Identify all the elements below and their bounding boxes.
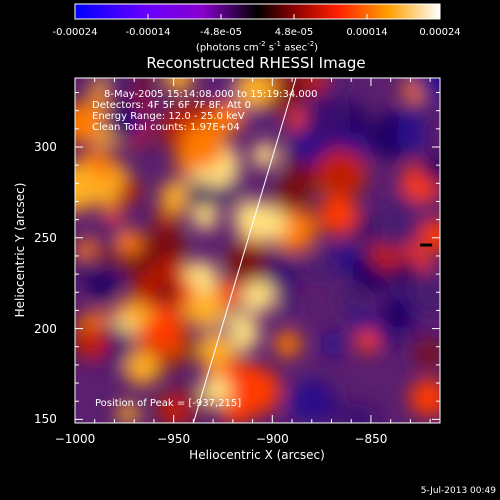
heatmap-blob (116, 229, 142, 256)
annotation-peak-position: Position of Peak = [-937,215] (95, 398, 242, 409)
x-tick-label: −950 (157, 432, 191, 446)
heatmap-blob (419, 218, 440, 252)
heatmap-blob (408, 269, 440, 317)
heatmap-blob (356, 330, 379, 353)
heatmap-blob (146, 225, 185, 264)
heatmap-blob (413, 339, 440, 368)
heatmap-blob (235, 78, 276, 108)
heatmap-blob (303, 94, 351, 142)
heatmap-blob (123, 114, 144, 135)
x-tick-label: −900 (255, 432, 289, 446)
y-tick-label: 150 (34, 412, 57, 427)
x-tick-label: −1000 (54, 432, 96, 446)
heatmap-blob (117, 180, 141, 203)
colorbar-tick-label: -0.00024 (52, 27, 98, 38)
heatmap-blob (211, 101, 244, 134)
heatmap-blob (240, 278, 276, 314)
y-axis-ticks (75, 92, 440, 420)
x-axis-label: Heliocentric X (arcsec) (189, 448, 325, 462)
heatmap-blob (200, 374, 232, 407)
footer-date: 5-Jul-2013 00:49 (420, 486, 496, 496)
heatmap-blob (75, 324, 110, 361)
heatmap-blob (87, 270, 120, 302)
heatmap-blob (372, 203, 419, 250)
heatmap-blob (306, 250, 338, 281)
heatmap-blob (75, 163, 100, 211)
heatmap-blob (409, 378, 440, 417)
heatmap-blob (155, 278, 182, 305)
colorbar-tick-label: 0.00014 (346, 27, 388, 38)
heatmap-blob (413, 78, 440, 95)
colorbar-tick-label: 4.8e-05 (274, 27, 314, 38)
colorbar-tick-label: -4.8e-05 (200, 27, 242, 38)
heatmap-blob (252, 141, 279, 169)
y-axis-label: Heliocentric Y (arcsec) (13, 182, 27, 318)
colorbar-ticks (74, 14, 441, 19)
plot-frame (74, 77, 441, 424)
heatmap-blob (75, 102, 101, 144)
colorbar-tick-label: -0.00014 (125, 27, 171, 38)
heatmap-blob (103, 78, 137, 100)
heatmap-blob (164, 78, 194, 93)
heatmap-blob (227, 360, 259, 393)
colorbar-tick-label: 0.00024 (419, 27, 461, 38)
x-axis-ticks (74, 78, 431, 423)
solar-limb-line (192, 77, 297, 424)
heatmap-image (75, 78, 440, 423)
heatmap-blob (75, 239, 96, 260)
heatmap-blob (274, 180, 307, 214)
heatmap-blob (180, 122, 226, 169)
annotation-detectors: Detectors: 4F 5F 6F 7F 8F, Att 0 (92, 100, 252, 111)
heatmap-blob (315, 148, 364, 197)
heatmap-blob (318, 194, 359, 235)
heatmap-blob (286, 107, 310, 131)
annotation-clean-counts: Clean Total counts: 1.97E+04 (92, 122, 240, 133)
heatmap-blob (226, 242, 268, 284)
heatmap-blob (351, 310, 376, 335)
heatmap-blob (321, 332, 346, 357)
heatmap-blob (420, 155, 440, 184)
heatmap-blob (274, 330, 301, 358)
y-tick-label: 300 (34, 140, 57, 154)
x-tick-label: −850 (354, 432, 388, 446)
chart-title: Reconstructed RHESSI Image (146, 54, 366, 72)
heatmap-blob (279, 296, 300, 317)
y-tick-label: 250 (34, 230, 57, 245)
colorbar-units: (photons cm-2 s-1 asec-2) (195, 40, 319, 54)
annotation-time-range: 8-May-2005 15:14:08.000 to 15:19:34.000 (104, 89, 318, 100)
heatmap-blob (157, 392, 191, 423)
heatmap-blob (117, 402, 140, 423)
y-tick-label: 200 (34, 321, 57, 336)
heatmap-blob (280, 78, 308, 102)
heatmap-blob (216, 280, 242, 306)
heatmap-blob (398, 107, 421, 130)
colorbar (74, 3, 441, 20)
heatmap-blob (288, 380, 332, 423)
annotation-energy-range: Energy Range: 12.0 - 25.0 keV (92, 111, 245, 122)
heatmap-blob (192, 204, 219, 231)
heatmap-blob (382, 297, 413, 328)
heatmap-blob (124, 350, 160, 386)
heatmap-blob (395, 120, 427, 152)
